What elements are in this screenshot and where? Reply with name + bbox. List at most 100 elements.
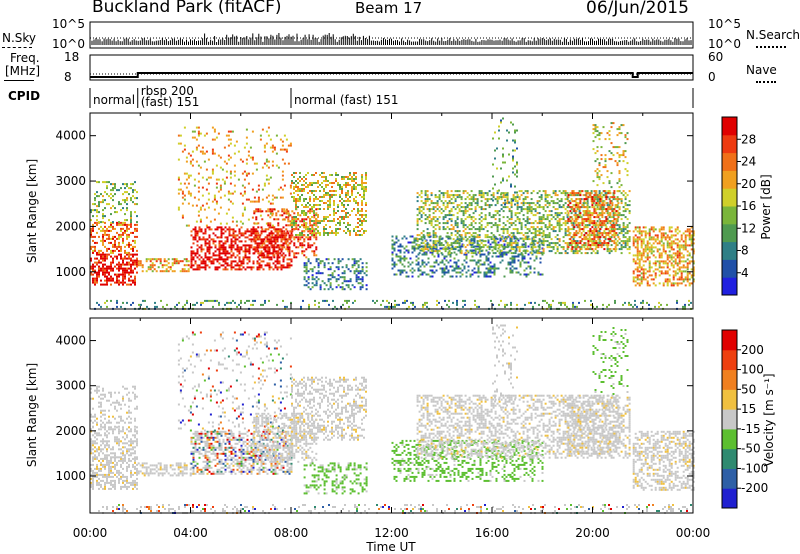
echo-cell	[257, 222, 260, 225]
echo-cell	[303, 190, 305, 192]
echo-cell	[126, 253, 128, 256]
echo-cell	[130, 283, 132, 286]
echo-cell	[538, 248, 541, 251]
echo-cell	[132, 271, 134, 274]
echo-cell	[609, 208, 612, 211]
echo-cell	[490, 204, 493, 207]
echo-cell	[512, 139, 514, 142]
echo-cell	[132, 259, 134, 262]
echo-cell	[591, 220, 594, 223]
echo-cell	[239, 158, 242, 161]
echo-cell	[587, 196, 590, 199]
echo-cell	[472, 194, 475, 197]
echo-cell	[583, 218, 586, 221]
echo-cell	[287, 162, 290, 165]
echo-cell	[114, 249, 116, 252]
echo-cell	[468, 202, 471, 205]
echo-cell	[327, 278, 330, 281]
echo-cell	[517, 253, 520, 256]
echo-cell	[185, 270, 188, 273]
echo-cell	[351, 264, 354, 267]
echo-cell	[218, 254, 221, 257]
echo-cell	[293, 244, 296, 247]
echo-cell	[413, 245, 416, 248]
echo-cell	[418, 206, 421, 209]
echo-cell	[267, 254, 270, 257]
echo-cell	[253, 200, 256, 203]
echo-cell	[608, 250, 611, 253]
echo-cell	[504, 252, 507, 255]
echo-cell	[513, 261, 516, 264]
echo-cell	[492, 252, 495, 255]
echo-cell	[615, 232, 618, 235]
echo-cell	[443, 263, 446, 266]
echo-cell	[241, 160, 244, 163]
echo-cell	[256, 248, 259, 251]
echo-cell	[202, 232, 205, 235]
echo-cell	[608, 204, 611, 207]
echo-cell	[204, 244, 207, 247]
echo-cell	[126, 283, 128, 286]
echo-cell	[500, 198, 503, 201]
echo-cell	[230, 260, 233, 263]
echo-cell	[112, 259, 114, 262]
echo-cell	[615, 222, 618, 225]
echo-cell	[311, 224, 314, 227]
echo-cell	[185, 160, 188, 163]
echo-cell	[299, 220, 302, 223]
echo-cell	[500, 196, 503, 199]
echo-cell	[232, 266, 235, 269]
echo-cell	[586, 226, 589, 229]
echo-cell	[130, 267, 132, 270]
echo-cell	[173, 262, 176, 265]
nsky-label: N.Sky	[2, 31, 37, 45]
echo-cell	[413, 269, 416, 272]
echo-cell	[222, 252, 225, 255]
echo-cell	[562, 240, 565, 243]
nave-label: Nave	[746, 63, 777, 77]
echo-cell	[608, 216, 611, 219]
echo-cell	[605, 242, 608, 245]
echo-cell	[476, 242, 479, 245]
echo-cell	[573, 192, 576, 195]
echo-cell	[96, 215, 98, 218]
echo-cell	[114, 239, 116, 242]
echo-cell	[353, 262, 356, 265]
echo-cell	[475, 271, 478, 274]
echo-cell	[271, 224, 274, 227]
echo-cell	[187, 202, 190, 205]
echo-cell	[258, 268, 261, 271]
echo-cell	[190, 256, 193, 259]
echo-cell	[293, 228, 295, 230]
echo-cell	[592, 124, 595, 127]
echo-cell	[276, 260, 279, 263]
echo-cell	[454, 200, 457, 203]
echo-cell	[501, 255, 504, 258]
echo-cell	[449, 265, 452, 268]
echo-cell	[564, 198, 567, 201]
echo-cell	[262, 240, 265, 243]
echo-cell	[94, 265, 96, 268]
echo-cell	[238, 230, 241, 233]
echo-cell	[305, 262, 308, 265]
echo-cell	[456, 236, 459, 239]
echo-cell	[273, 148, 276, 151]
echo-cell	[419, 265, 422, 268]
echo-cell	[567, 212, 570, 215]
echo-cell	[526, 228, 529, 231]
echo-cell	[305, 264, 308, 267]
echo-cell	[208, 246, 211, 249]
echo-cell	[620, 228, 623, 231]
echo-cell	[437, 253, 440, 256]
echo-cell	[601, 204, 604, 207]
echo-cell	[496, 212, 499, 215]
echo-cell	[122, 281, 124, 284]
echo-cell	[624, 204, 627, 207]
echo-cell	[197, 144, 200, 147]
echo-cell	[151, 266, 154, 269]
echo-cell	[179, 188, 182, 191]
echo-cell	[426, 190, 429, 193]
echo-cell	[613, 226, 616, 229]
echo-cell	[438, 244, 441, 247]
echo-cell	[359, 184, 361, 186]
